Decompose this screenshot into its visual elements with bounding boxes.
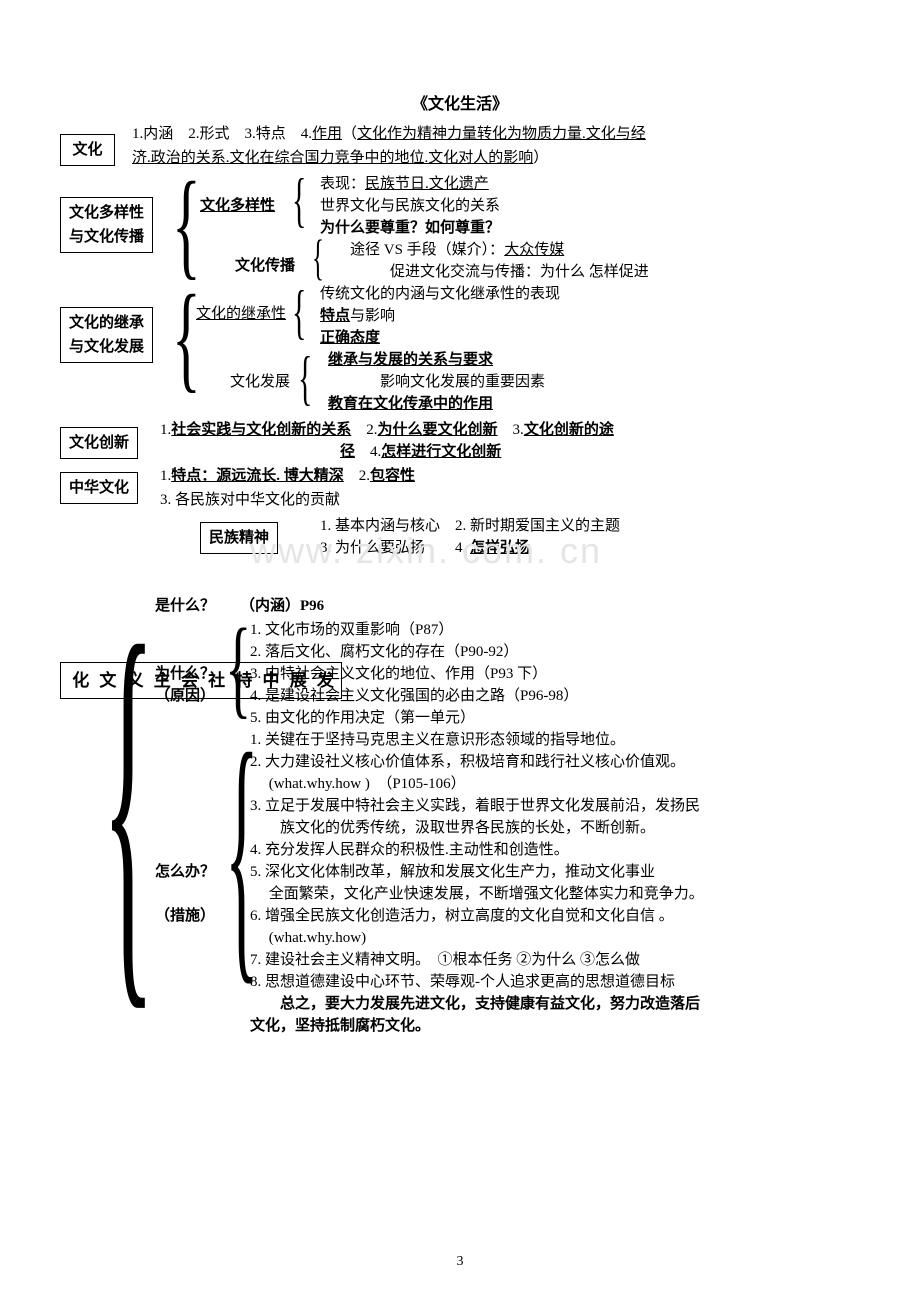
box-chinese-culture: 中华文化	[60, 472, 138, 504]
t: 1.	[160, 422, 171, 438]
t: 怎样进行文化创新	[381, 444, 501, 460]
q1: 是什么？	[155, 594, 215, 618]
s1-line1: 1.内涵 2.形式 3.特点 4.作用（文化作为精神力量转化为物质力量.文化与经	[132, 122, 646, 146]
t: 途径 VS 手段（媒介）：	[350, 242, 504, 258]
t: 1.内涵 2.形式 3.特点 4.	[132, 126, 312, 142]
s3-r2: 特点与影响	[320, 304, 395, 328]
t: 文化创新的途	[524, 422, 614, 438]
m7: 7. 建设社会主义精神文明。 ①根本任务 ②为什么 ③怎么做	[250, 948, 640, 972]
s2-h2: 文化传播	[235, 254, 295, 278]
t: 文化的继承性	[196, 306, 286, 322]
t: 为什么要文化创新	[378, 422, 498, 438]
t: 文化作为精神力量转化为物质力量.文化与经	[357, 126, 646, 142]
m4: 4. 充分发挥人民群众的积极性.主动性和创造性。	[250, 838, 569, 862]
m2b: (what.why.how ) （P105-106）	[250, 772, 466, 796]
sum1: 总之，要大力发展先进文化，支持健康有益文化，努力改造落后	[250, 992, 700, 1016]
t: 3.	[498, 422, 524, 438]
t: 与影响	[350, 308, 395, 324]
t: 特点：源远流长. 博大精深	[171, 468, 344, 484]
s2-h1: 文化多样性	[200, 194, 275, 218]
box-wenhua: 文化	[60, 134, 115, 166]
s4-l2: 径 4.怎样进行文化创新	[340, 440, 501, 464]
s5-l1: 1.特点：源远流长. 博大精深 2.包容性	[160, 464, 415, 488]
s2-r3: 为什么要尊重？如何尊重？	[320, 216, 500, 240]
q3s: （措施）	[155, 904, 215, 928]
s3-r4: 继承与发展的关系与要求	[328, 348, 493, 372]
brace-icon: {	[292, 282, 306, 342]
box-inherit: 文化的继承 与文化发展	[60, 307, 153, 363]
r4: 4. 是建设社会主义文化强国的必由之路（P96-98）	[250, 684, 578, 708]
brace-icon: {	[292, 170, 306, 230]
page-number: 3	[0, 1254, 920, 1270]
t: 2.	[351, 422, 377, 438]
s2-r5: 促进文化交流与传播：为什么 怎样促进	[390, 260, 649, 284]
q2: 为什么？	[155, 662, 215, 686]
t: 表现：	[320, 176, 365, 192]
q1a: （内涵）P96	[240, 594, 324, 618]
sum2: 文化，坚持抵制腐朽文化。	[250, 1014, 430, 1038]
t: 文化多样性	[200, 198, 275, 214]
r3: 3. 中特社会主义文化的地位、作用（P93 下）	[250, 662, 547, 686]
t: 包容性	[370, 468, 415, 484]
s3-r3: 正确态度	[320, 326, 380, 350]
brace-icon: {	[172, 277, 201, 397]
s4-l1: 1.社会实践与文化创新的关系 2.为什么要文化创新 3.文化创新的途	[160, 418, 614, 442]
q3: 怎么办？	[155, 860, 215, 884]
q2s: （原因）	[155, 684, 215, 708]
s3-r5: 影响文化发展的重要因素	[380, 370, 545, 394]
s2-r4: 途径 VS 手段（媒介）：大众传媒	[350, 238, 564, 262]
s3-r6: 教育在文化传承中的作用	[328, 392, 493, 416]
m5a: 5. 深化文化体制改革，解放和发展文化生产力，推动文化事业	[250, 860, 655, 884]
t: 2.	[344, 468, 370, 484]
brace-icon: {	[172, 164, 201, 284]
t: 大众传媒	[504, 242, 564, 258]
m1: 1. 关键在于坚持马克思主义在意识形态领域的指导地位。	[250, 728, 625, 752]
m6a: 6. 增强全民族文化创造活力，树立高度的文化自觉和文化自信 。	[250, 904, 674, 928]
t: 4.	[355, 444, 381, 460]
m5b: 全面繁荣，文化产业快速发展，不断增强文化整体实力和竞争力。	[250, 882, 704, 906]
s3-h2: 文化发展	[230, 370, 290, 394]
m3b: 族文化的优秀传统，汲取世界各民族的长处，不断创新。	[250, 816, 655, 840]
m2a: 2. 大力建设社义核心价值体系，积极培育和践行社义核心价值观。	[250, 750, 685, 774]
r1: 1. 文化市场的双重影响（P87）	[250, 618, 453, 642]
box-diversity: 文化多样性 与文化传播	[60, 197, 153, 253]
brace-icon: {	[298, 348, 312, 408]
t: 社会实践与文化创新的关系	[171, 422, 351, 438]
box-innovation: 文化创新	[60, 427, 138, 459]
t: （	[342, 126, 357, 142]
watermark: www. zixin. com. cn	[250, 522, 602, 580]
r5: 5. 由文化的作用决定（第一单元）	[250, 706, 475, 730]
t: 1.	[160, 468, 171, 484]
t: ）	[533, 150, 548, 166]
s3-r1: 传统文化的内涵与文化继承性的表现	[320, 282, 560, 306]
t: 特点	[320, 308, 350, 324]
brace-icon: {	[102, 582, 155, 1022]
t: 作用	[312, 126, 342, 142]
r2: 2. 落后文化、腐朽文化的存在（P90-92）	[250, 640, 518, 664]
s2-r2: 世界文化与民族文化的关系	[320, 194, 500, 218]
page-title: 《文化生活》	[60, 90, 860, 114]
brace-icon: {	[312, 232, 324, 282]
s2-r1: 表现：民族节日.文化遗产	[320, 172, 489, 196]
s3-h1: 文化的继承性	[196, 302, 286, 326]
t: 民族节日.文化遗产	[365, 176, 489, 192]
s5-l2: 3. 各民族对中华文化的贡献	[160, 488, 340, 512]
t: 径	[340, 444, 355, 460]
m3a: 3. 立足于发展中特社会主义实践，着眼于世界文化发展前沿，发扬民	[250, 794, 700, 818]
m6b: (what.why.how)	[250, 926, 366, 950]
m8: 8. 思想道德建设中心环节、荣辱观-个人追求更高的思想道德目标	[250, 970, 675, 994]
